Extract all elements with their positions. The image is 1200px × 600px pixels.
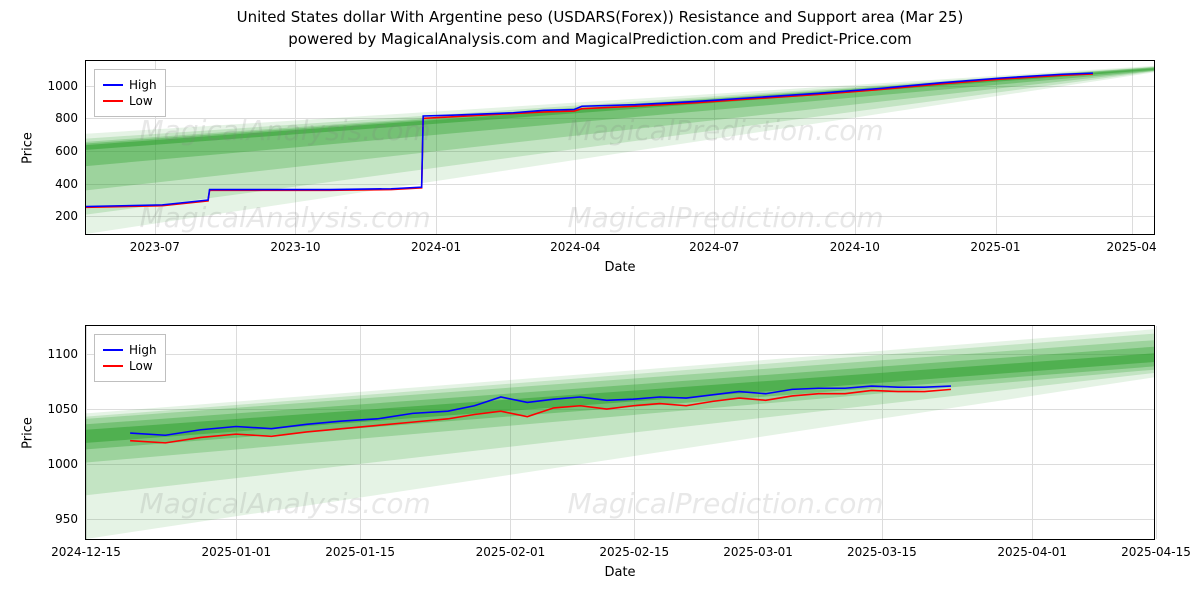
legend-item: Low — [103, 359, 157, 373]
legend-label: High — [129, 78, 157, 92]
legend-item: High — [103, 78, 157, 92]
x-axis-label-top: Date — [604, 260, 635, 275]
y-tick-label: 200 — [55, 209, 78, 223]
legend-item: High — [103, 343, 157, 357]
x-tick-label: 2025-01-15 — [325, 545, 395, 559]
x-tick-label: 2025-02-01 — [476, 545, 546, 559]
x-axis-label-bottom: Date — [604, 565, 635, 580]
x-tick-label: 2025-04-15 — [1121, 545, 1191, 559]
series-low — [130, 389, 951, 443]
x-tick-label: 2024-12-15 — [51, 545, 121, 559]
y-tick-label: 1050 — [47, 402, 78, 416]
series-high — [86, 73, 1093, 206]
series-low — [86, 74, 1093, 207]
y-tick-label: 800 — [55, 111, 78, 125]
x-tick-label: 2025-04 — [1106, 240, 1156, 254]
x-tick-label: 2025-03-01 — [723, 545, 793, 559]
legend-swatch — [103, 349, 123, 351]
title-sub: powered by MagicalAnalysis.com and Magic… — [0, 26, 1200, 48]
y-tick-label: 1000 — [47, 457, 78, 471]
legend-label: Low — [129, 359, 153, 373]
x-tick-label: 2025-04-01 — [997, 545, 1067, 559]
legend-swatch — [103, 100, 123, 102]
x-tick-label: 2024-07 — [689, 240, 739, 254]
figure: United States dollar With Argentine peso… — [0, 0, 1200, 600]
x-tick-label: 2025-03-15 — [847, 545, 917, 559]
gridline-v — [1156, 326, 1157, 539]
x-tick-label: 2024-04 — [550, 240, 600, 254]
x-tick-label: 2024-01 — [411, 240, 461, 254]
y-tick-label: 400 — [55, 177, 78, 191]
price-lines-bottom — [86, 326, 1154, 539]
x-tick-label: 2023-10 — [270, 240, 320, 254]
legend-top: High Low — [94, 69, 166, 117]
y-tick-label: 1000 — [47, 79, 78, 93]
y-axis-label-bottom: Price — [21, 417, 36, 449]
x-tick-label: 2024-10 — [830, 240, 880, 254]
y-tick-label: 1100 — [47, 347, 78, 361]
chart-top: 2023-072023-102024-012024-042024-072024-… — [85, 60, 1155, 235]
y-axis-label-top: Price — [21, 132, 36, 164]
legend-swatch — [103, 365, 123, 367]
price-lines-top — [86, 61, 1154, 234]
x-tick-label: 2025-01-01 — [201, 545, 271, 559]
legend-item: Low — [103, 94, 157, 108]
x-tick-label: 2023-07 — [130, 240, 180, 254]
x-tick-label: 2025-01 — [970, 240, 1020, 254]
x-tick-label: 2025-02-15 — [599, 545, 669, 559]
legend-label: Low — [129, 94, 153, 108]
legend-label: High — [129, 343, 157, 357]
y-tick-label: 950 — [55, 512, 78, 526]
chart-bottom: 2024-12-152025-01-012025-01-152025-02-01… — [85, 325, 1155, 540]
title-main: United States dollar With Argentine peso… — [0, 0, 1200, 26]
y-tick-label: 600 — [55, 144, 78, 158]
legend-bottom: High Low — [94, 334, 166, 382]
legend-swatch — [103, 84, 123, 86]
